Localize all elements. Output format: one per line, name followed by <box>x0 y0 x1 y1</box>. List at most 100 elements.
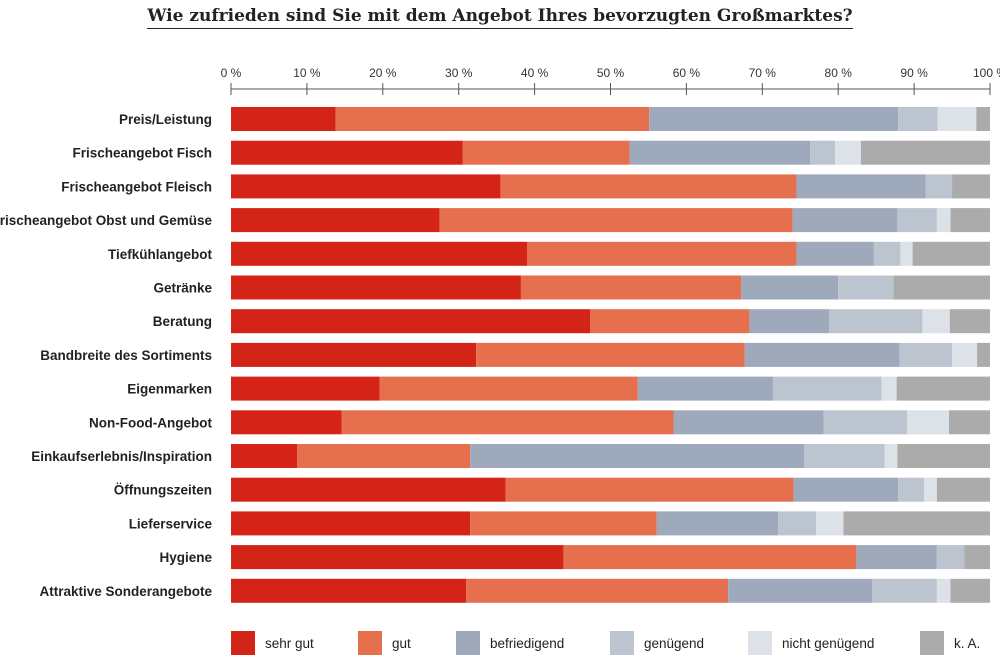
bar-segment <box>952 174 990 199</box>
bar-segment <box>872 578 937 603</box>
bar-segment <box>896 376 990 401</box>
bar-segment <box>744 342 900 367</box>
bar-segment <box>897 208 937 233</box>
bar-segment <box>500 174 797 199</box>
category-label: Beratung <box>153 314 212 329</box>
bar-segment <box>936 578 951 603</box>
legend-label: genügend <box>644 636 704 651</box>
bar-segment <box>964 545 990 570</box>
bar-segment <box>231 309 591 334</box>
bar-segment <box>977 342 990 367</box>
bar-segment <box>527 241 797 266</box>
x-tick-label: 60 % <box>673 66 701 80</box>
legend-swatch <box>456 631 480 655</box>
bar-segment <box>231 107 336 131</box>
category-label: Tiefkühlangebot <box>108 247 213 262</box>
bar-segment <box>231 376 380 401</box>
category-label: Getränke <box>153 281 212 296</box>
bar-segment <box>796 174 926 199</box>
x-tick-label: 70 % <box>749 66 777 80</box>
bar-segment <box>898 107 938 131</box>
legend-swatch <box>231 631 255 655</box>
bar-segment <box>741 275 839 300</box>
x-tick-label: 10 % <box>293 66 321 80</box>
bar-segment <box>843 511 990 536</box>
bar-segment <box>796 241 874 266</box>
bar-segment <box>804 444 885 468</box>
category-label: Einkaufserlebnis/Inspiration <box>31 449 212 464</box>
bar-segment <box>937 107 977 131</box>
legend-swatch <box>920 631 944 655</box>
category-label: Eigenmarken <box>127 382 212 397</box>
bar-segment <box>860 140 990 165</box>
bar-segment <box>936 545 965 570</box>
bar-segment <box>829 309 923 334</box>
bar-segment <box>810 140 836 165</box>
bar-segment <box>899 342 953 367</box>
bar-segment <box>466 578 729 603</box>
bar-segment <box>231 511 471 536</box>
bar-segment <box>950 578 990 603</box>
x-axis: 0 % 10 % 20 % 30 % 40 % 50 % 60 % 70 % 80 % 90 % 1… <box>221 66 1000 95</box>
bar-segment <box>341 410 674 435</box>
bar-segment <box>907 410 950 435</box>
bar-segment <box>231 444 298 468</box>
category-label: Preis/Leistung <box>119 112 212 127</box>
category-label: Non-Food-Angebot <box>89 415 212 430</box>
bar-segment <box>231 578 467 603</box>
bar-segment <box>563 545 857 570</box>
bars <box>231 107 990 603</box>
bar-segment <box>231 140 463 165</box>
legend-label: gut <box>392 636 411 651</box>
bar-segment <box>231 410 342 435</box>
bar-segment <box>297 444 471 468</box>
bar-segment <box>923 477 937 502</box>
bar-segment <box>950 208 990 233</box>
category-label: Öffnungszeiten <box>114 483 212 498</box>
bar-segment <box>749 309 830 334</box>
bar-segment <box>881 376 897 401</box>
category-label: Frischeangebot Obst und Gemüse <box>0 213 212 228</box>
bar-segment <box>949 309 990 334</box>
x-tick-label: 0 % <box>221 66 242 80</box>
x-tick-label: 100 % <box>973 66 1000 80</box>
category-label: Lieferservice <box>129 516 213 531</box>
bar-segment <box>835 140 861 165</box>
bar-segment <box>231 208 440 233</box>
bar-segment <box>897 444 990 468</box>
bar-segment <box>379 376 638 401</box>
legend-label: befriedigend <box>490 636 564 651</box>
legend-label: nicht genügend <box>782 636 874 651</box>
legend-label: sehr gut <box>265 636 314 651</box>
bar-segment <box>936 477 990 502</box>
bar-segment <box>470 444 805 468</box>
bar-segment <box>656 511 779 536</box>
bar-segment <box>231 275 521 300</box>
bar-segment <box>900 241 913 266</box>
bar-segment <box>898 477 924 502</box>
bar-segment <box>470 511 657 536</box>
bar-segment <box>231 342 477 367</box>
x-tick-label: 30 % <box>445 66 473 80</box>
bar-segment <box>838 275 894 300</box>
bar-segment <box>673 410 824 435</box>
category-label: Frischeangebot Fisch <box>72 146 212 161</box>
bar-segment <box>792 208 898 233</box>
bar-segment <box>649 107 899 131</box>
chart-title: Wie zufrieden sind Sie mit dem Angebot I… <box>0 6 1000 29</box>
bar-segment <box>439 208 793 233</box>
bar-segment <box>925 174 953 199</box>
bar-segment <box>231 477 506 502</box>
bar-segment <box>936 208 951 233</box>
bar-segment <box>476 342 745 367</box>
bar-segment <box>912 241 990 266</box>
category-label: Frischeangebot Fleisch <box>61 179 212 194</box>
bar-segment <box>231 241 528 266</box>
chart-title-text: Wie zufrieden sind Sie mit dem Angebot I… <box>147 6 853 29</box>
bar-segment <box>505 477 794 502</box>
bar-segment <box>590 309 750 334</box>
x-tick-label: 50 % <box>597 66 625 80</box>
x-tick-label: 40 % <box>521 66 549 80</box>
legend: sehr gut gut befriedigend genügend nicht gen… <box>231 631 980 655</box>
